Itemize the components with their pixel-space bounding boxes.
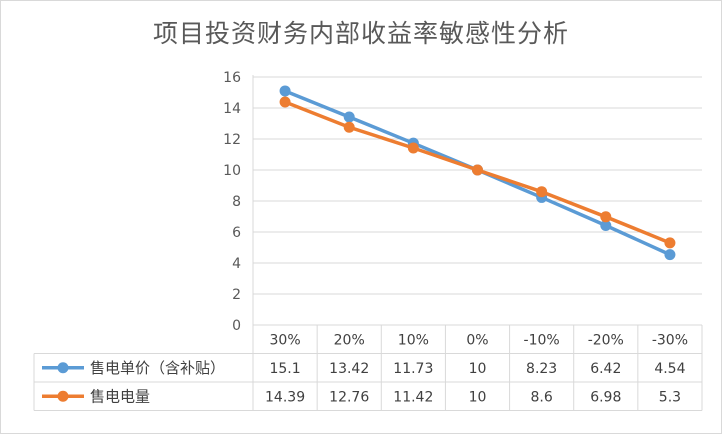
- grid-lines: [253, 76, 702, 295]
- table-cell-value: 11.73: [393, 361, 433, 377]
- data-point: [472, 164, 483, 176]
- y-tick-label: 16: [223, 70, 241, 86]
- data-point: [279, 96, 291, 108]
- table-cell-value: 15.1: [269, 361, 300, 377]
- category-label: 10%: [398, 332, 429, 348]
- data-point: [664, 249, 676, 261]
- table-cell-value: 5.3: [659, 389, 681, 405]
- category-label: 20%: [334, 332, 365, 348]
- legend-label: 售电单价（含补贴）: [90, 359, 225, 377]
- legend-marker: [57, 362, 69, 374]
- data-point: [343, 111, 355, 123]
- y-tick-label: 12: [223, 132, 241, 148]
- data-point: [407, 142, 419, 154]
- y-tick-label: 14: [223, 101, 241, 117]
- chart-title: 项目投资财务内部收益率敏感性分析: [152, 19, 569, 48]
- data-point: [600, 211, 612, 223]
- table-cell-value: 13.42: [329, 361, 369, 377]
- series-layer: [279, 85, 676, 261]
- y-tick-label: 4: [232, 256, 241, 272]
- table-cell-value: 10: [469, 361, 487, 377]
- table-cell-value: 11.42: [393, 389, 433, 405]
- data-point: [600, 219, 612, 231]
- table-cell-value: 12.76: [329, 389, 369, 405]
- category-label: -20%: [588, 332, 624, 348]
- y-tick-label: 0: [232, 318, 241, 334]
- table-cell-value: 6.42: [590, 361, 621, 377]
- y-tick-label: 10: [223, 163, 241, 179]
- table-cell-value: 8.6: [531, 389, 553, 405]
- data-point: [664, 237, 676, 249]
- data-point: [536, 186, 548, 198]
- category-label: -10%: [524, 332, 560, 348]
- table-cell-value: 6.98: [590, 389, 621, 405]
- table-cell-value: 4.54: [654, 361, 685, 377]
- y-tick-label: 8: [232, 194, 241, 210]
- data-point: [279, 85, 291, 97]
- y-axis: 0 2 4 6 8 10 12 14 16: [223, 70, 241, 334]
- y-tick-label: 2: [232, 287, 241, 303]
- table-cell-value: 8.23: [526, 361, 557, 377]
- table-cell-value: 10: [469, 389, 487, 405]
- table-cell-value: 14.39: [265, 389, 305, 405]
- y-tick-label: 6: [232, 225, 241, 241]
- category-label: 30%: [270, 332, 301, 348]
- legend-marker: [57, 390, 69, 402]
- legend-label: 售电电量: [90, 387, 150, 405]
- category-label: -30%: [652, 332, 688, 348]
- data-table: 30% 20% 10% 0% -10% -20% -30% 售电单价（含补贴） 15.1 13.4…: [33, 75, 703, 411]
- data-point: [343, 121, 355, 133]
- category-label: 0%: [466, 332, 488, 348]
